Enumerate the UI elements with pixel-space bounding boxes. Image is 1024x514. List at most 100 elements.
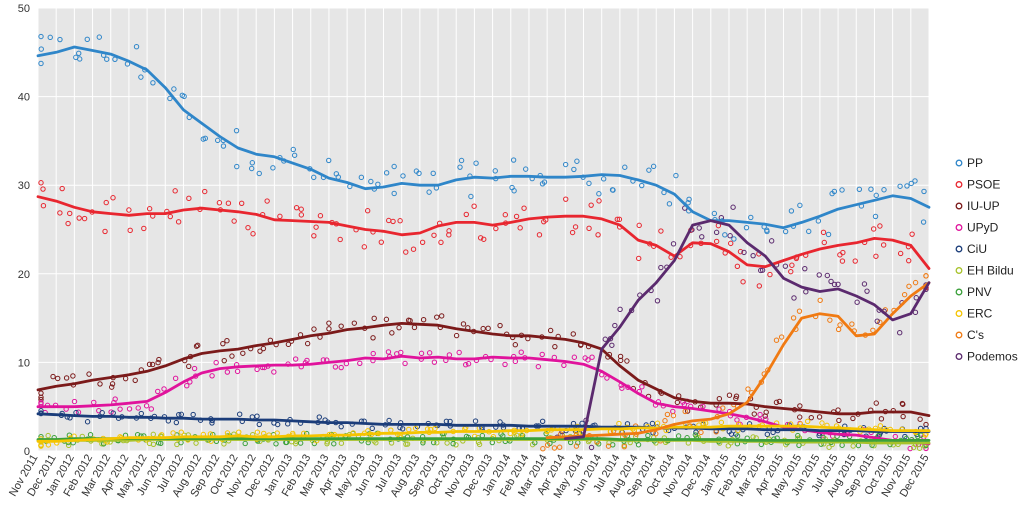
poll-point <box>734 433 741 439</box>
poll-point <box>460 321 467 327</box>
poll-point <box>795 432 801 439</box>
poll-point <box>551 445 558 451</box>
legend-label: UPyD <box>967 221 999 235</box>
poll-point <box>298 212 305 218</box>
poll-point <box>96 34 103 40</box>
poll-point <box>431 359 438 365</box>
poll-point <box>824 272 831 279</box>
poll-point <box>767 271 773 278</box>
poll-point <box>400 173 406 179</box>
poll-point <box>539 418 546 425</box>
poll-point <box>596 191 602 197</box>
poll-point <box>873 400 879 406</box>
poll-point <box>477 235 484 241</box>
poll-point <box>135 405 141 411</box>
plot-area <box>38 8 929 451</box>
poll-point <box>65 442 72 449</box>
poll-point <box>112 396 118 402</box>
poll-point <box>150 441 157 448</box>
poll-point <box>544 442 551 448</box>
poll-point <box>745 386 751 392</box>
legend-marker <box>955 181 963 188</box>
poll-point <box>57 210 63 216</box>
poll-point <box>881 187 887 193</box>
poll-point <box>658 228 664 234</box>
poll-point <box>438 313 445 319</box>
poll-point <box>209 373 215 379</box>
poll-point <box>904 183 910 189</box>
poll-point <box>837 322 843 328</box>
legend-marker <box>955 310 963 317</box>
poll-point <box>45 432 51 439</box>
poll-point <box>55 375 61 382</box>
poll-point <box>146 361 153 368</box>
poll-point <box>561 362 567 368</box>
poll-point <box>502 361 508 368</box>
poll-point <box>782 228 789 235</box>
poll-point <box>540 446 546 452</box>
poll-point <box>181 93 187 100</box>
poll-point <box>471 203 477 209</box>
poll-point <box>539 351 545 358</box>
series-line <box>36 195 931 270</box>
poll-point <box>434 314 440 320</box>
poll-point <box>385 349 392 355</box>
poll-point <box>109 381 116 387</box>
poll-point <box>673 172 679 179</box>
poll-point <box>696 225 702 231</box>
poll-point <box>574 158 580 164</box>
poll-point <box>316 414 322 420</box>
poll-point <box>38 60 44 67</box>
poll-point <box>923 273 929 279</box>
poll-point <box>480 325 486 332</box>
poll-point <box>877 319 883 326</box>
poll-point <box>617 353 624 360</box>
poll-point <box>186 195 192 202</box>
poll-point <box>364 208 371 214</box>
legend-marker <box>955 224 963 231</box>
poll-point <box>920 219 927 225</box>
legend-marker <box>955 245 963 253</box>
poll-point <box>84 36 90 43</box>
poll-point <box>412 425 419 432</box>
poll-point <box>686 196 692 203</box>
poll-point <box>913 295 919 301</box>
poll-point <box>778 334 785 340</box>
poll-point <box>815 218 822 224</box>
poll-point <box>148 406 155 412</box>
poll-point <box>768 238 775 244</box>
poll-point <box>748 214 754 221</box>
poll-point <box>63 375 70 381</box>
poll-point <box>674 399 681 406</box>
poll-point <box>821 239 827 246</box>
poll-point <box>897 250 904 257</box>
poll-point <box>850 443 856 449</box>
legend-marker <box>955 353 963 360</box>
poll-point <box>426 350 433 356</box>
poll-point <box>839 187 845 193</box>
poll-point <box>311 233 317 239</box>
poll-point <box>602 336 608 342</box>
poll-point <box>472 418 479 424</box>
poll-point <box>773 337 780 343</box>
poll-point <box>213 359 219 366</box>
legend-label: PP <box>967 156 983 170</box>
poll-point <box>200 136 206 142</box>
poll-point <box>806 228 812 235</box>
poll-point <box>386 417 392 424</box>
poll-point <box>835 407 841 413</box>
poll-point <box>650 163 657 170</box>
x-gridlines <box>37 8 930 451</box>
poll-point <box>819 420 825 426</box>
poll-point <box>149 361 156 368</box>
poll-point <box>825 231 832 238</box>
poll-point <box>87 432 94 438</box>
poll-point <box>897 330 903 336</box>
poll-point <box>868 186 874 192</box>
poll-point <box>38 394 44 400</box>
y-tick-label: 50 <box>18 3 30 15</box>
poll-point <box>175 219 182 225</box>
poll-point <box>155 359 161 366</box>
poll-point <box>850 415 856 422</box>
